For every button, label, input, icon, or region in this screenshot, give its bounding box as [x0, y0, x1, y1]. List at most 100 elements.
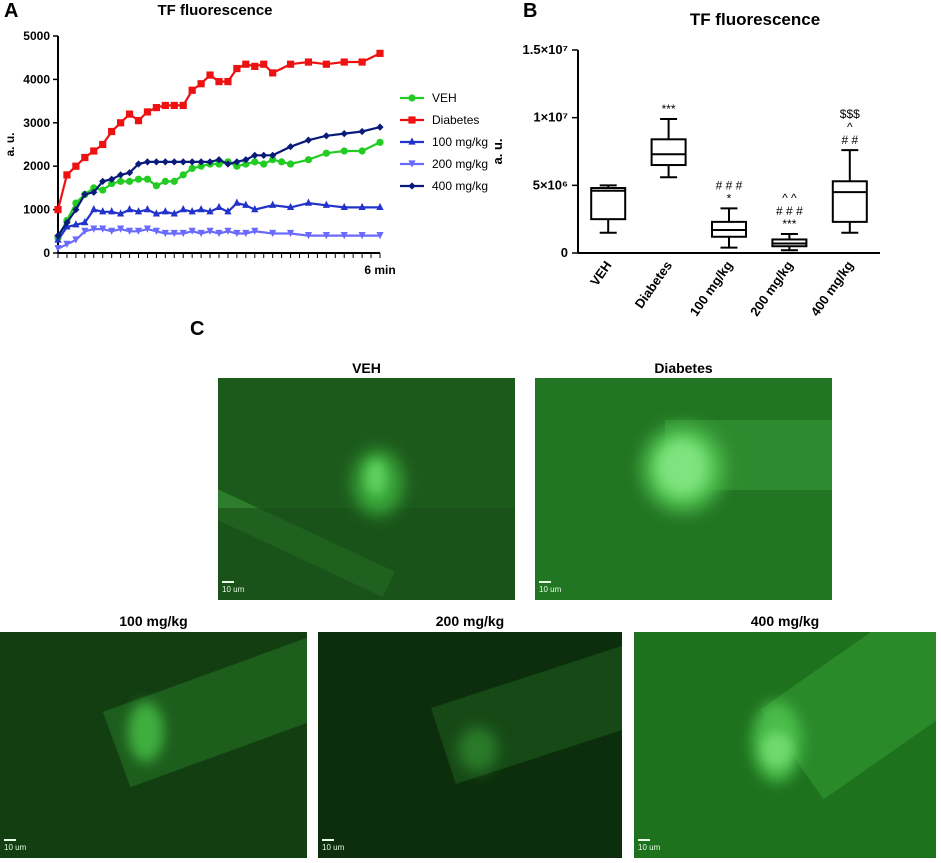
- data-point: [340, 232, 348, 240]
- micrograph-label-200: 200 mg/kg: [435, 613, 505, 629]
- data-point: [286, 160, 295, 168]
- data-point: [188, 207, 196, 215]
- data-point: [170, 229, 178, 238]
- y-tick-label: 4000: [23, 72, 50, 86]
- data-point: [179, 101, 187, 110]
- data-point: [251, 227, 259, 235]
- data-point: [117, 225, 125, 233]
- micrograph-diabetes: 10 um: [535, 378, 832, 600]
- data-point: [81, 190, 89, 199]
- significance-label: # # #: [776, 204, 803, 218]
- y-tick-label: 3000: [23, 116, 50, 130]
- data-point: [197, 80, 205, 88]
- y-axis-label: a. u.: [3, 132, 17, 156]
- data-point: [233, 64, 241, 73]
- significance-label: # #: [841, 133, 858, 147]
- data-point: [81, 218, 89, 226]
- data-point: [179, 171, 187, 179]
- scale-bar: 10 um: [322, 839, 344, 852]
- data-point: [152, 227, 160, 235]
- data-point: [197, 229, 205, 238]
- legend-label: VEH: [432, 91, 457, 105]
- y-axis-label: a. u.: [490, 138, 505, 164]
- box-iqr: [831, 180, 868, 223]
- data-point: [269, 156, 277, 164]
- chart-b-title: TF fluorescence: [689, 10, 821, 29]
- data-point: [224, 160, 232, 168]
- legend-item: 200 mg/kg: [400, 157, 488, 171]
- box-400-mg-kg: $$$^# #: [831, 107, 868, 234]
- panel-c-letter: C: [190, 318, 205, 340]
- micrograph-200: 10 um: [318, 632, 622, 858]
- data-point: [134, 227, 143, 235]
- data-point: [152, 209, 160, 217]
- data-point: [72, 236, 80, 244]
- legend-item: VEH: [400, 91, 457, 105]
- data-point: [233, 229, 241, 238]
- data-point: [63, 219, 71, 227]
- data-point: [108, 175, 116, 183]
- data-point: [322, 132, 330, 140]
- data-point: [358, 58, 366, 66]
- y-tick-label: 5000: [23, 29, 50, 43]
- data-point: [304, 136, 313, 144]
- data-point: [81, 227, 89, 235]
- significance-label: # # #: [716, 178, 743, 192]
- data-point: [161, 177, 169, 185]
- data-point: [117, 209, 125, 217]
- series-400-mg-kg: [54, 123, 384, 240]
- data-point: [99, 225, 107, 233]
- data-point: [179, 229, 187, 238]
- y-tick-label: 1.5×10⁷: [523, 42, 569, 57]
- data-point: [125, 227, 134, 235]
- data-point: [322, 200, 330, 208]
- data-point: [54, 206, 62, 214]
- legend-label: Diabetes: [432, 113, 479, 127]
- data-point: [143, 175, 152, 183]
- data-point: [90, 147, 98, 155]
- data-point: [340, 147, 348, 155]
- data-point: [269, 151, 277, 159]
- data-point: [215, 202, 223, 211]
- data-point: [188, 227, 196, 235]
- data-point: [143, 225, 152, 233]
- panel-b-letter: B: [523, 0, 538, 22]
- x-tick-label: 400 mg/kg: [807, 258, 856, 319]
- legend-item: 400 mg/kg: [400, 179, 488, 193]
- data-point: [408, 182, 416, 190]
- data-point: [72, 162, 80, 170]
- data-point: [358, 232, 366, 240]
- data-point: [215, 160, 223, 168]
- data-point: [224, 227, 232, 235]
- data-point: [125, 205, 134, 213]
- data-point: [134, 117, 143, 125]
- data-point: [242, 60, 250, 68]
- y-tick-label: 0: [561, 245, 568, 260]
- data-point: [251, 62, 259, 70]
- data-point: [251, 158, 259, 166]
- data-point: [376, 232, 384, 240]
- data-point: [286, 143, 295, 151]
- significance-label: *: [727, 191, 732, 205]
- data-point: [117, 177, 125, 185]
- data-point: [125, 177, 134, 185]
- data-point: [99, 186, 107, 194]
- data-point: [143, 205, 152, 213]
- data-point: [304, 232, 313, 240]
- data-point: [81, 153, 89, 162]
- data-point: [304, 156, 313, 164]
- data-point: [188, 164, 196, 172]
- data-point: [54, 232, 62, 240]
- scale-bar: 10 um: [539, 581, 561, 594]
- significance-label: ^ ^: [782, 191, 797, 205]
- legend-item: 100 mg/kg: [400, 135, 488, 149]
- x-tick-label: Diabetes: [632, 258, 675, 311]
- micrograph-veh: 10 um: [218, 378, 515, 600]
- data-point: [242, 200, 250, 208]
- x-end-label: 6 min: [364, 263, 395, 277]
- data-point: [54, 245, 62, 253]
- data-point: [161, 229, 169, 238]
- y-tick-label: 5×10⁶: [533, 177, 568, 192]
- box-100-mg-kg: # # #*: [711, 178, 747, 249]
- box-200-mg-kg: ^ ^# # #***: [771, 191, 808, 252]
